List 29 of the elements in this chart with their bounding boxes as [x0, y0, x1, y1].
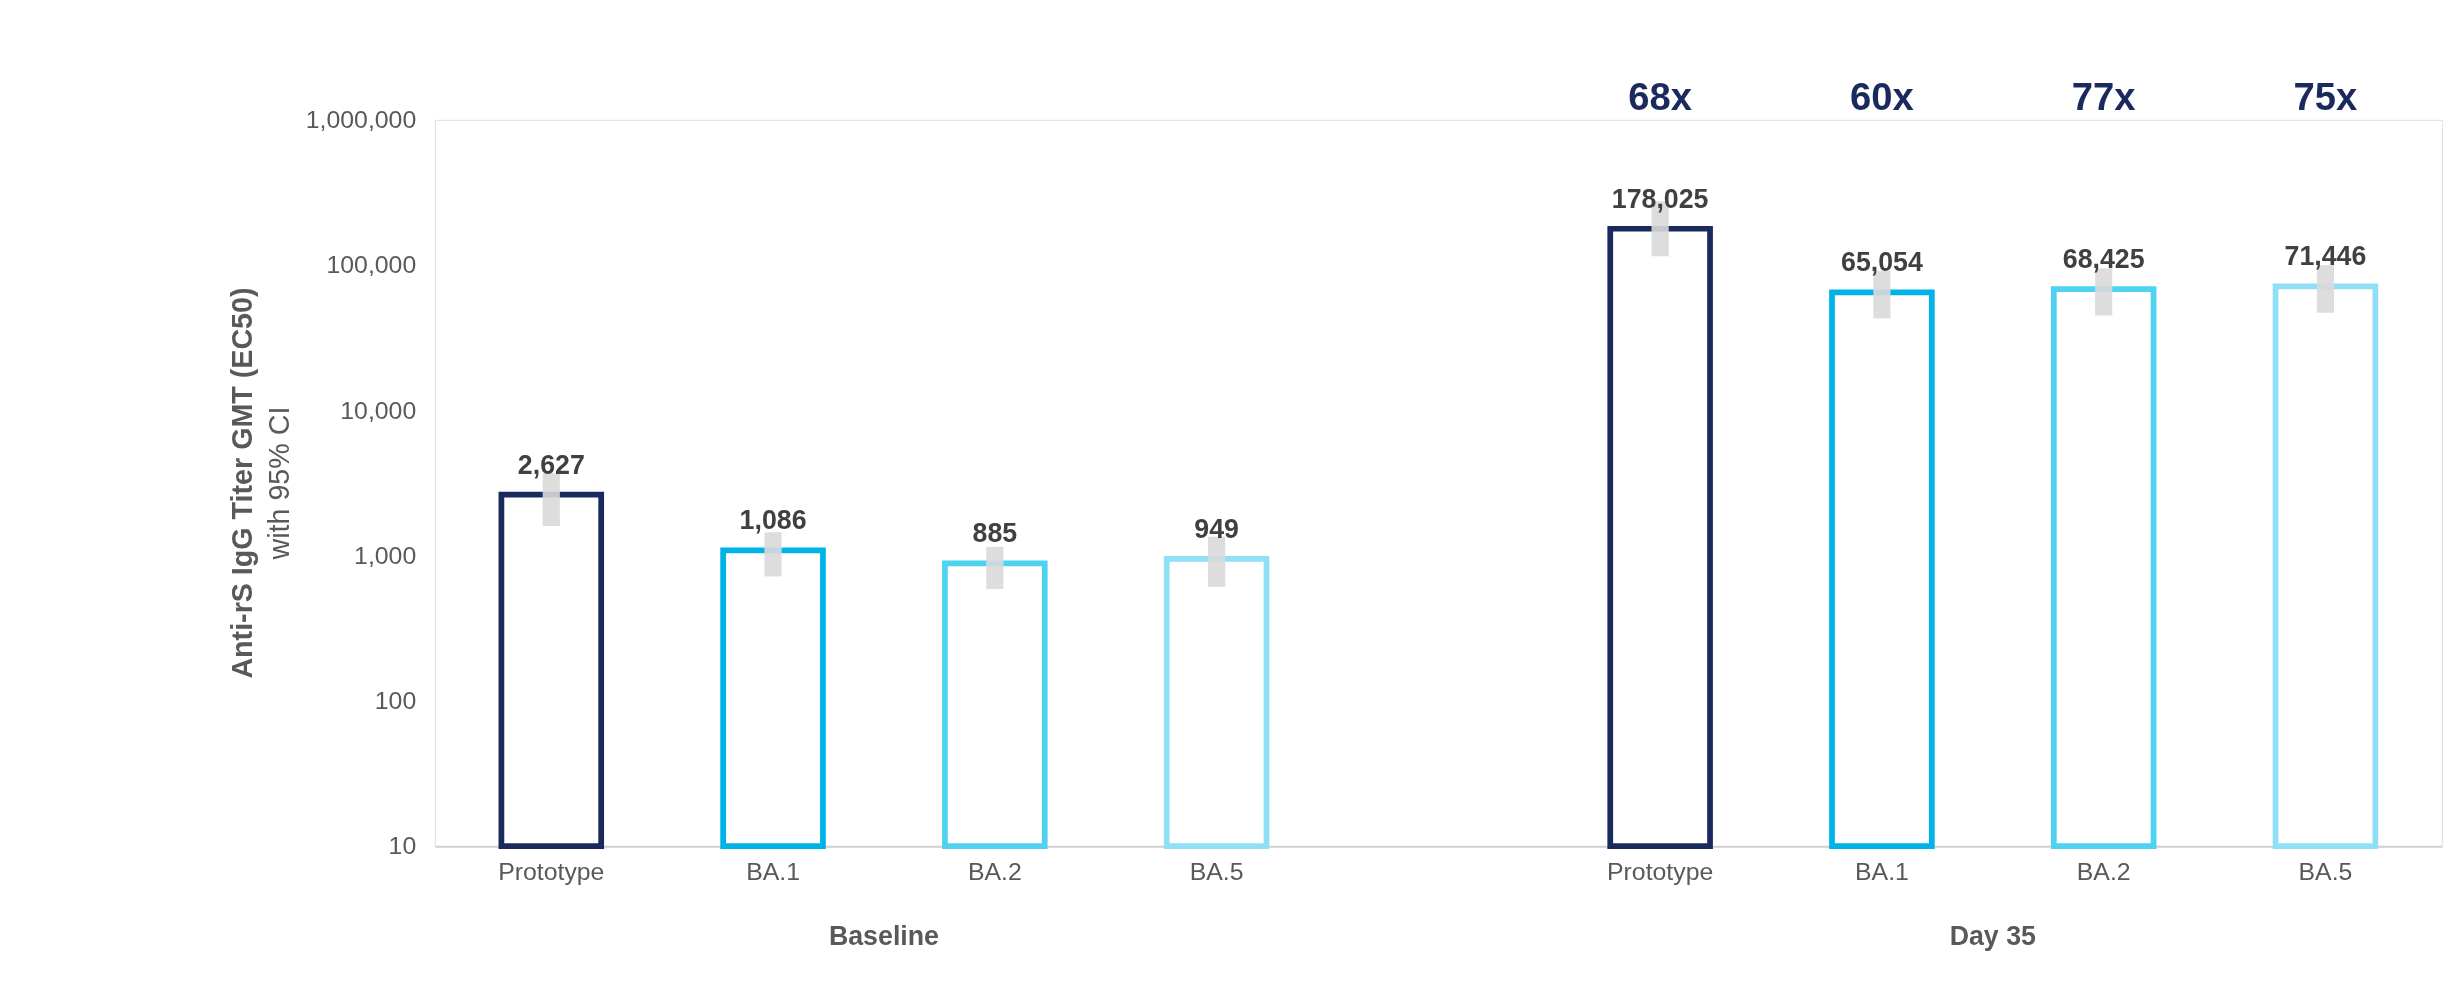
x-tick-label: BA.1	[1855, 858, 1909, 886]
x-tick-label: BA.5	[1189, 858, 1244, 886]
text: 60x	[1850, 75, 1914, 119]
x-tick-label: Prototype	[498, 858, 605, 886]
x-tick-label: BA.2	[967, 858, 1022, 886]
data-label: 949	[1194, 513, 1239, 544]
data-label: 1,086	[739, 505, 807, 536]
text: Day 35	[1949, 920, 2037, 951]
y-tick-label: 10	[388, 832, 417, 860]
x-tick-label: BA.2	[2076, 858, 2131, 886]
data-label: 178,025	[1611, 183, 1709, 214]
data-label: 65,054	[1841, 247, 1923, 278]
x-tick-label: Prototype	[1607, 858, 1714, 886]
data-label: 71,446	[2284, 241, 2367, 272]
y-tick-label: 1,000	[354, 541, 417, 569]
text: 75x	[2293, 75, 2358, 119]
y-tick-label: 1,000,000	[305, 105, 417, 133]
text: 77x	[2071, 75, 2136, 119]
text: Baseline	[828, 920, 939, 951]
y-tick-label: 100,000	[326, 251, 417, 279]
data-label: 885	[972, 518, 1018, 549]
x-tick-label: BA.5	[2298, 858, 2353, 886]
data-label: 68,425	[2062, 244, 2145, 275]
data-label: 2,627	[517, 449, 585, 480]
y-tick-label: 10,000	[340, 396, 417, 424]
y-axis-title: Anti-rS IgG Titer GMT (EC50) with 95% CI	[226, 287, 295, 679]
y-tick-label: 100	[374, 687, 417, 715]
x-tick-label: BA.1	[746, 858, 800, 886]
text: 68x	[1628, 75, 1693, 119]
